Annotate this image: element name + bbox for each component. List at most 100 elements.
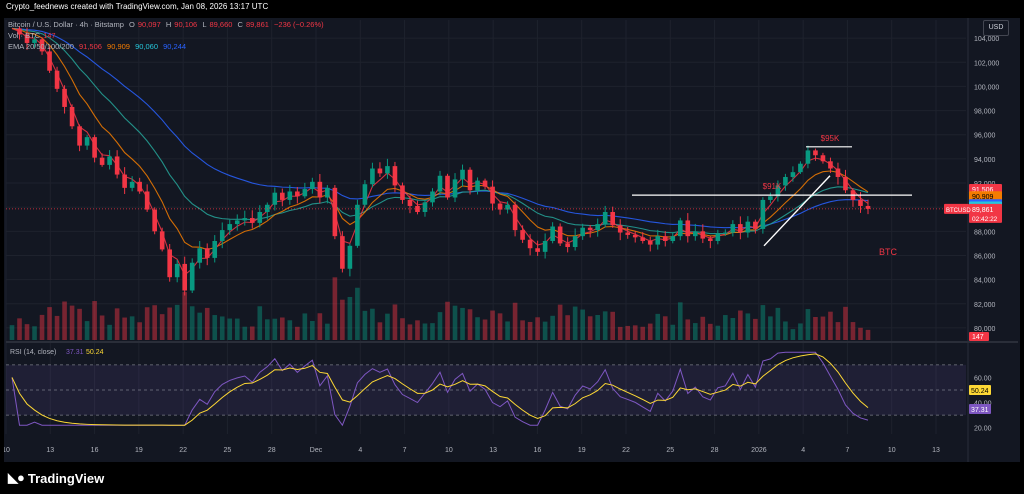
time-tick-label: 4 [358, 447, 362, 454]
volume-bar [204, 307, 210, 340]
candle [460, 169, 465, 180]
candle [655, 236, 661, 245]
time-tick-label: 16 [534, 447, 542, 454]
price-tick-label: 80,000 [974, 326, 996, 333]
time-tick-label: 28 [711, 447, 719, 454]
volume-bar [700, 316, 706, 340]
volume-bar [850, 322, 856, 340]
currency-button[interactable]: USD [983, 20, 1009, 36]
legend-symbol: Bitcoin / U.S. Dollar · 4h · Bitstamp [8, 20, 124, 29]
volume-bar [317, 313, 323, 340]
legend-vol-label: Vol · BTC [8, 31, 41, 40]
volume-bar [828, 311, 833, 340]
volume-bar [565, 315, 570, 340]
volume-bar [437, 312, 443, 340]
volume-bar [723, 315, 728, 340]
volume-bar [670, 324, 676, 340]
volume-bar [415, 320, 420, 340]
legend-ema100: 90,060 [135, 42, 159, 51]
volume-bar [340, 299, 345, 340]
volume-bar [768, 316, 773, 340]
price-tick-label: 88,000 [974, 229, 996, 236]
high-annotation: $95K [821, 134, 840, 143]
volume-bar [362, 310, 368, 340]
candle [362, 184, 368, 205]
volume-bar [370, 308, 375, 340]
ema20-price-tag: 91,506 [972, 187, 994, 194]
volume-bar [302, 313, 308, 340]
chart-area[interactable]: $95K $91K BTC 104,000 102,000 100,000 98,000 96… [2, 18, 1020, 462]
price-tick-label: 94,000 [974, 157, 996, 164]
candle [272, 192, 278, 205]
volume-bar [392, 304, 398, 340]
rsi-ma-tag-bg [969, 385, 991, 395]
candle [647, 240, 653, 245]
time-tick-label: 25 [666, 447, 674, 454]
symbol-tag-bg [944, 203, 969, 214]
candle [760, 199, 766, 229]
tradingview-mark-icon: ◣● [8, 470, 25, 485]
time-tick-label: 7 [845, 447, 849, 454]
candle [197, 248, 203, 263]
price-tick-label: 82,000 [974, 302, 996, 309]
candle [317, 181, 323, 198]
volume-bar [835, 322, 841, 340]
volume-bar [197, 312, 203, 340]
volume-bar [407, 324, 413, 340]
volume-bar [715, 325, 721, 340]
trendline [763, 175, 831, 247]
candle [715, 233, 721, 241]
time-tick-label: 10 [4, 447, 10, 454]
rsi-ma-legend-value: 50.24 [86, 349, 104, 356]
volume-bar [865, 329, 871, 340]
volume-tag-bg [969, 332, 989, 341]
volume-bar [167, 307, 172, 340]
candle [182, 263, 188, 291]
time-tick-label: 7 [403, 447, 407, 454]
volume-bar [692, 323, 698, 340]
time-tick-label: 10 [445, 447, 453, 454]
candle [632, 234, 638, 238]
volume-bar [24, 324, 30, 340]
candle [617, 225, 623, 233]
price-chart-svg[interactable]: $95K $91K BTC 104,000 102,000 100,000 98,000 96… [2, 18, 1020, 462]
volume-bar [385, 313, 390, 340]
volume-bar [137, 322, 142, 340]
candle [835, 168, 841, 177]
candle [865, 205, 871, 209]
candle [490, 186, 495, 204]
price-tick-label: 96,000 [974, 133, 996, 140]
candle [505, 204, 510, 210]
volume-bar [647, 323, 653, 340]
rsi-tag-bg [969, 404, 991, 414]
candle [62, 88, 67, 107]
candle [798, 163, 803, 173]
volume-bar [550, 315, 555, 340]
ema100-line [11, 27, 869, 235]
candle [790, 172, 796, 177]
candle [385, 166, 390, 174]
rsi-ma-tag: 50.24 [971, 388, 989, 395]
candle [234, 220, 240, 225]
candle [535, 248, 540, 252]
volume-bar [775, 307, 781, 340]
volume-bar [280, 317, 285, 340]
candle [295, 191, 300, 197]
volume-bar [332, 277, 338, 340]
candle [768, 196, 773, 200]
candle [137, 181, 142, 192]
volume-bar [107, 324, 112, 340]
volume-bar [460, 307, 465, 340]
ema200-line [11, 27, 869, 229]
candle [129, 181, 135, 188]
candle [167, 249, 172, 278]
volume-bar [805, 309, 811, 340]
time-tick-label: 10 [888, 447, 896, 454]
time-tick-label: 13 [932, 447, 940, 454]
volume-bar [234, 318, 240, 340]
volume-bar [497, 313, 503, 340]
candle [407, 199, 413, 206]
candle [227, 224, 233, 231]
volume-bar [325, 323, 330, 340]
candle [677, 220, 683, 237]
